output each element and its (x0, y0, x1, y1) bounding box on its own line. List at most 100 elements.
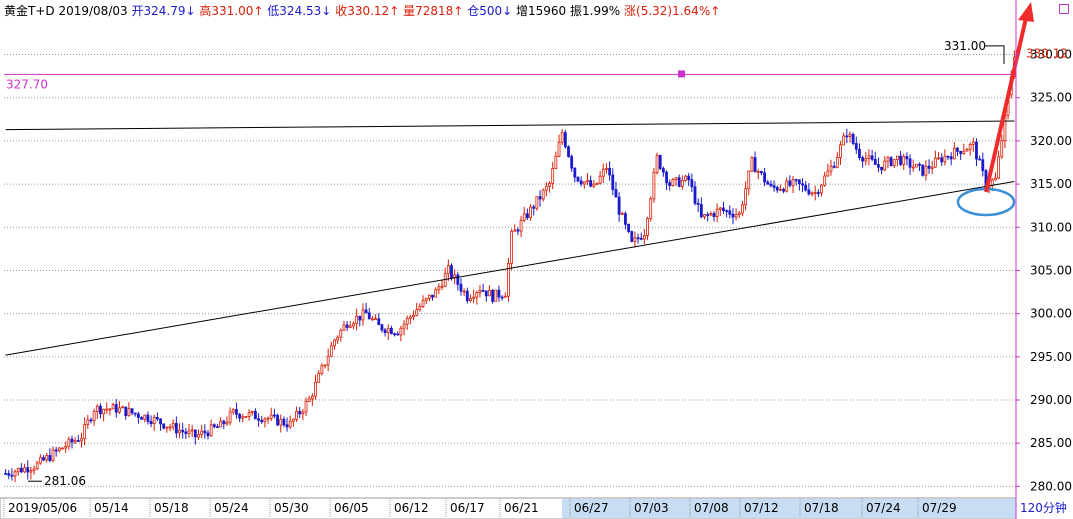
candle-body (488, 289, 491, 297)
candle (911, 159, 915, 172)
volume-arrow: ↑ (453, 4, 464, 18)
candle (73, 437, 77, 444)
candle-body (345, 324, 349, 328)
candle-body (114, 404, 118, 413)
candle-body (200, 430, 204, 435)
x-tick-label: 07/24 (866, 501, 901, 515)
low-price-label: 281.06 (44, 474, 86, 488)
candle-body (548, 183, 551, 187)
candle (57, 447, 61, 453)
candle-body (614, 189, 618, 198)
candle-body (469, 298, 472, 301)
candle-body (51, 449, 55, 461)
candle-body (608, 167, 612, 176)
candle (70, 435, 74, 449)
candle (355, 308, 359, 331)
candle-body (421, 300, 425, 307)
candle-body (140, 417, 143, 420)
candle-body (839, 144, 842, 158)
candle (696, 198, 700, 212)
candle (918, 162, 921, 171)
candle (181, 422, 185, 439)
close-value: 330.12 (347, 4, 390, 18)
period-label[interactable]: 120分钟 (1020, 500, 1067, 515)
candle (579, 176, 583, 187)
candle (589, 175, 593, 188)
candle-body (159, 418, 162, 425)
candle-body (336, 336, 340, 341)
candle-body (326, 355, 330, 366)
candle-body (899, 155, 902, 165)
candle-body (26, 467, 30, 473)
candle (377, 313, 381, 326)
candle (99, 403, 102, 419)
candle-body (1000, 140, 1004, 158)
candle-body (589, 180, 593, 187)
x-tick-label: 07/12 (744, 501, 779, 515)
candle (48, 448, 52, 463)
x-tick-label: 07/03 (634, 501, 669, 515)
candle (582, 181, 586, 189)
candle (608, 161, 612, 181)
candle-body (228, 411, 232, 423)
candle (130, 408, 134, 416)
candle-body (813, 192, 817, 194)
candle-body (570, 156, 574, 169)
candle (978, 155, 982, 161)
candle-body (956, 147, 959, 152)
candle-body (171, 423, 175, 428)
candle-body (829, 165, 833, 172)
candle-body (427, 294, 431, 299)
candle-body (481, 290, 485, 292)
candle-body (76, 440, 80, 442)
candle (896, 155, 899, 167)
candle (535, 196, 539, 211)
candle (35, 460, 39, 471)
candle (994, 172, 997, 181)
high-label: 高 (199, 4, 212, 18)
candle (339, 328, 343, 342)
candle-body (364, 309, 368, 314)
candle (383, 327, 387, 337)
candle (560, 129, 564, 146)
candle-body (386, 328, 390, 334)
candle (997, 150, 1001, 180)
candle (190, 425, 194, 438)
candle-body (323, 364, 327, 367)
candle (282, 416, 286, 428)
panel-toggle-icon[interactable] (1059, 4, 1069, 14)
candle-body (661, 168, 665, 173)
candle (76, 434, 80, 442)
candle (225, 416, 229, 427)
candle-body (541, 189, 545, 200)
candle (61, 447, 64, 450)
volume-value: 72818 (415, 4, 454, 18)
candle (431, 294, 434, 301)
candle-body (225, 421, 229, 425)
candle-body (731, 213, 735, 218)
candle-body (946, 155, 950, 158)
candle (516, 227, 520, 236)
candle (310, 393, 314, 407)
candle-body (13, 471, 17, 477)
close-label: 收 (335, 4, 348, 18)
candle (250, 410, 254, 416)
instrument-name: 黄金T+D (4, 4, 55, 18)
candle (51, 446, 55, 463)
candle-body (756, 171, 760, 173)
candle (567, 145, 570, 158)
y-tick-label: 305.00 (1030, 263, 1072, 277)
candle-body (699, 204, 703, 218)
candle (706, 211, 710, 222)
candle-body (921, 164, 925, 176)
candle-body (42, 457, 45, 461)
x-tick-label: 05/18 (154, 501, 189, 515)
candle-body (269, 414, 273, 419)
candle (586, 173, 589, 185)
candle-body (519, 219, 523, 232)
candle-body (193, 429, 197, 438)
candle (165, 426, 169, 433)
candle-body (288, 420, 292, 428)
candle (744, 181, 748, 211)
